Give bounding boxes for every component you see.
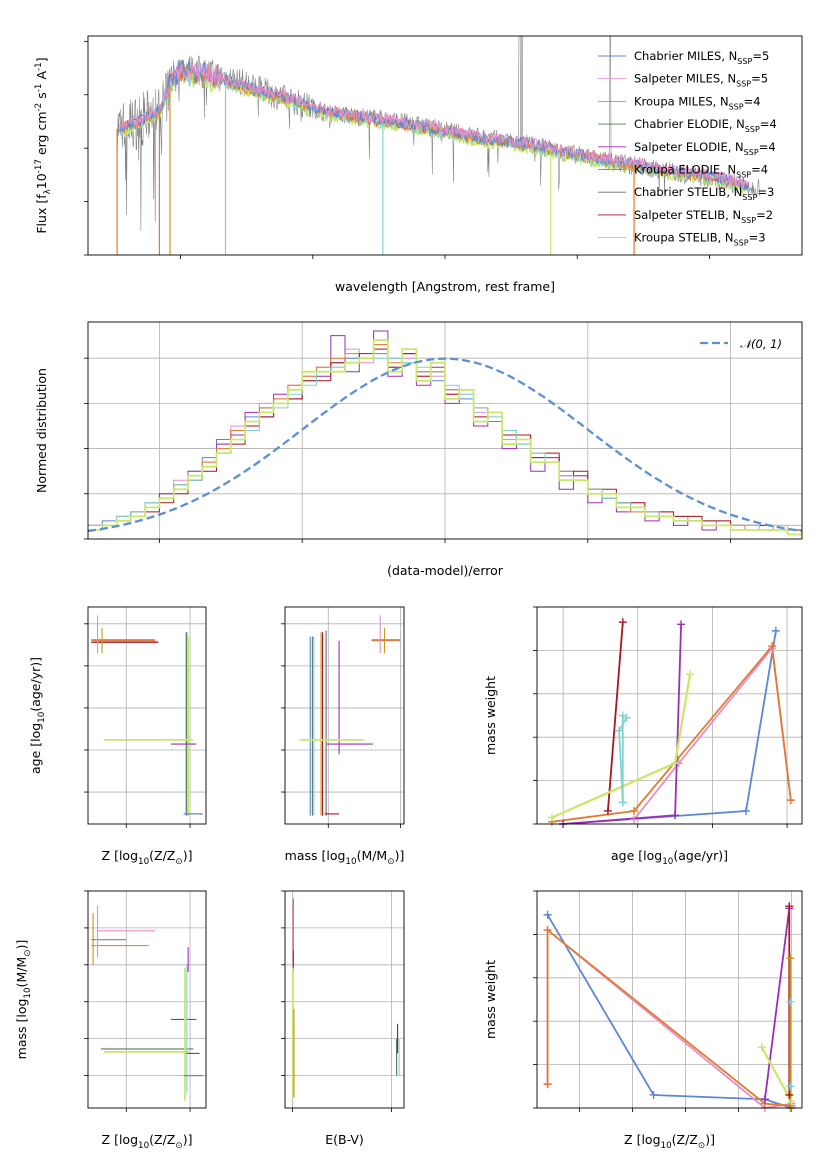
weight-marker xyxy=(671,811,680,820)
weight-line xyxy=(546,914,792,1108)
weight-marker xyxy=(677,620,686,629)
weight-marker xyxy=(603,806,612,815)
weight-line xyxy=(760,1046,793,1103)
weight-marker xyxy=(630,806,639,815)
plot-area-weight-vs-age xyxy=(537,607,802,824)
axes-frame xyxy=(87,890,207,1109)
plot-area-weight-vs-Z xyxy=(537,891,802,1108)
panel-spectrum: wavelength [Angstrom, rest frame] Flux [f… xyxy=(34,35,803,294)
weight-line xyxy=(551,643,792,823)
weight-marker xyxy=(768,642,777,651)
axes-frame xyxy=(87,321,803,540)
legend-label: Chabrier MILES, NSSP=5 xyxy=(634,49,769,66)
plot-area-age-vs-mass xyxy=(285,607,404,824)
weight-marker xyxy=(787,1097,796,1106)
model-spectrum xyxy=(119,62,750,189)
x-axis-label: age [log10(age/yr)] xyxy=(611,848,728,867)
weight-marker xyxy=(543,1080,552,1089)
weight-marker xyxy=(649,1090,658,1099)
weight-marker xyxy=(786,997,795,1006)
histogram-series xyxy=(88,339,802,536)
x-axis-label: Z [log10(Z/Z⊙)] xyxy=(102,1132,193,1151)
y-axis-label: age [log10(age/yr)] xyxy=(28,657,47,774)
panel-mass-vs-EBV: E(B-V) xyxy=(281,890,405,1147)
weight-marker xyxy=(742,806,751,815)
plot-area-spectrum xyxy=(116,36,760,255)
legend-label: Chabrier ELODIE, NSSP=4 xyxy=(634,117,777,134)
panel-weight-vs-Z: Z [log10(Z/Z⊙)] mass weight xyxy=(483,890,803,1151)
legend-label: Salpeter ELODIE, NSSP=4 xyxy=(634,140,776,157)
weight-marker xyxy=(618,798,627,807)
weight-marker xyxy=(618,618,627,627)
y-axis-label: Flux [fλ10-17 erg cm-2 s-1 A-1] xyxy=(34,57,53,233)
weight-marker xyxy=(785,902,794,911)
axes-frame xyxy=(284,606,405,825)
weight-line xyxy=(546,928,792,1108)
weight-marker xyxy=(615,726,624,735)
panel-residuals: (data-model)/error Normed distribution 𝒩(0… xyxy=(34,321,803,578)
weight-line xyxy=(551,674,692,819)
panel-weight-vs-age: age [log10(age/yr)] mass weight xyxy=(483,606,803,867)
weight-marker xyxy=(543,910,552,919)
axes-frame xyxy=(87,606,207,825)
weight-marker xyxy=(785,1090,794,1099)
weight-marker xyxy=(547,813,556,822)
x-axis-label: Z [log10(Z/Z⊙)] xyxy=(102,848,193,867)
x-axis-label: mass [log10(M/M⊙)] xyxy=(285,848,405,867)
normal-curve xyxy=(88,357,802,533)
y-axis-label: Normed distribution xyxy=(34,368,49,493)
axes-frame xyxy=(87,35,803,256)
y-axis-label: mass weight xyxy=(483,676,498,755)
legend: Chabrier MILES, NSSP=5 Salpeter MILES, NS… xyxy=(598,49,777,248)
legend-label: Kroupa STELIB, NSSP=3 xyxy=(634,231,766,248)
weight-marker xyxy=(760,1095,769,1104)
legend-label: Kroupa MILES, NSSP=4 xyxy=(634,94,761,111)
weight-marker xyxy=(686,670,695,679)
legend-label: Salpeter STELIB, NSSP=2 xyxy=(634,208,773,225)
legend-label: Salpeter MILES, NSSP=5 xyxy=(634,72,768,89)
y-axis-label: mass weight xyxy=(483,960,498,1039)
x-axis-label: (data-model)/error xyxy=(387,563,504,578)
legend: 𝒩(0, 1) xyxy=(700,337,782,351)
weight-marker xyxy=(771,626,780,635)
weight-marker xyxy=(543,926,552,935)
weight-line xyxy=(607,622,624,812)
plot-area-mass-vs-EBV xyxy=(285,891,404,1108)
x-axis-label: E(B-V) xyxy=(325,1132,364,1147)
axes-frame xyxy=(536,606,803,825)
panel-age-vs-mass: mass [log10(M/M⊙)] xyxy=(281,606,405,867)
legend-label: Kroupa ELODIE, NSSP=4 xyxy=(634,163,768,180)
weight-line xyxy=(563,630,777,824)
weight-marker xyxy=(757,1043,766,1052)
x-axis-label: Z [log10(Z/Z⊙)] xyxy=(624,1132,715,1151)
axes-frame xyxy=(536,890,803,1109)
legend-label: Chabrier STELIB, NSSP=3 xyxy=(634,185,774,202)
weight-marker xyxy=(618,711,627,720)
weight-marker xyxy=(786,954,795,963)
legend-label: 𝒩(0, 1) xyxy=(740,337,782,351)
panel-mass-vs-Z: Z [log10(Z/Z⊙)] mass [log10(M/M⊙)] xyxy=(14,890,207,1151)
weight-marker xyxy=(671,759,680,768)
weight-line xyxy=(764,908,791,1100)
plot-area-residuals xyxy=(88,322,802,539)
plot-area-mass-vs-Z xyxy=(88,891,206,1108)
weight-marker xyxy=(630,815,639,824)
x-axis-label: wavelength [Angstrom, rest frame] xyxy=(335,279,555,294)
axes-frame xyxy=(284,890,405,1109)
weight-marker xyxy=(786,1082,795,1091)
weight-line xyxy=(546,928,792,1107)
plot-area-age-vs-Z xyxy=(88,607,206,824)
weight-marker xyxy=(786,796,795,805)
y-axis-label: mass [log10(M/M⊙)] xyxy=(14,940,33,1060)
panel-age-vs-Z: Z [log10(Z/Z⊙)] age [log10(age/yr)] xyxy=(28,606,207,867)
